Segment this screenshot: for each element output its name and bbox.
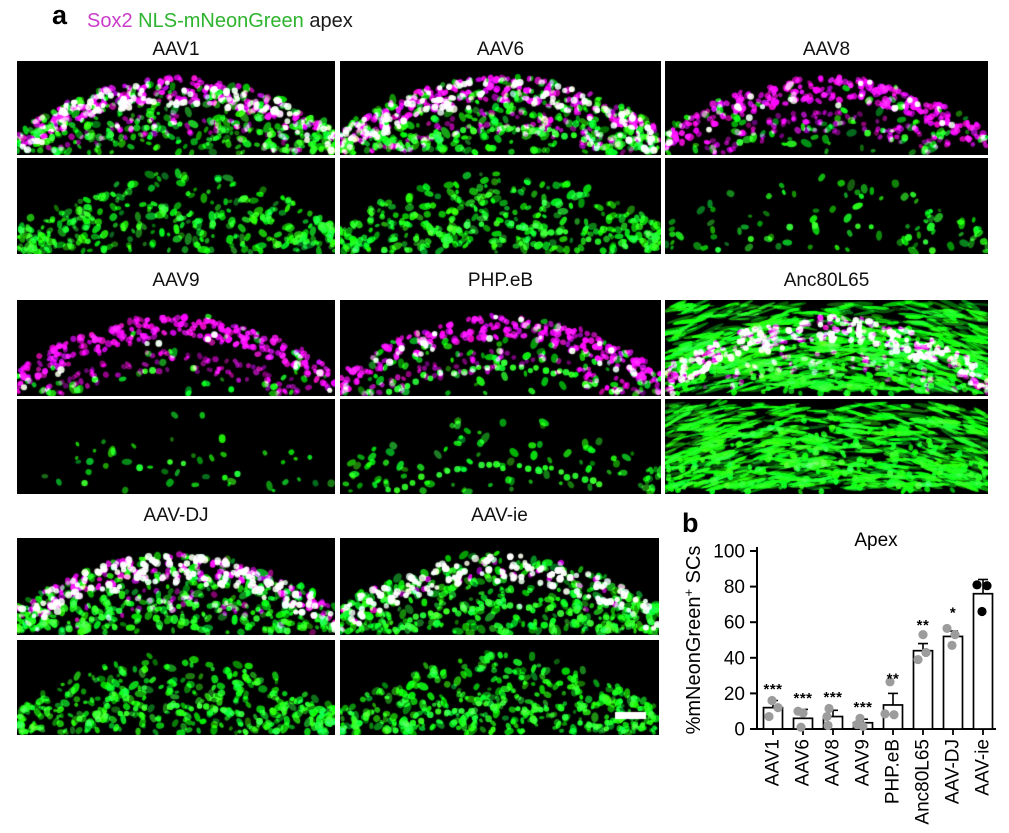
merge-micrograph-aav6	[340, 61, 661, 155]
data-point-AAV-DJ	[942, 623, 952, 634]
green-micrograph-aav8	[665, 158, 988, 254]
y-tick-label: 80	[724, 577, 745, 598]
x-label-AAV6: AAV6	[793, 739, 814, 786]
micrograph-title-aav9: AAV9	[152, 270, 200, 291]
merge-micrograph-aav-ie	[340, 538, 659, 635]
green-micrograph-aav9	[17, 399, 335, 494]
data-point-AAV-DJ	[950, 630, 960, 640]
chart-ylabel: %mNeonGreen+ SCs	[684, 546, 705, 735]
data-point-AAV-DJ	[947, 640, 957, 650]
green-micrograph-anc80l65	[665, 399, 988, 494]
micrograph-title-php-eb: PHP.eB	[467, 270, 534, 291]
chart-title: Apex	[854, 530, 898, 551]
channel-legend: Sox2 NLS-mNeonGreen apex	[87, 10, 353, 33]
micrograph-title-aav8: AAV8	[802, 39, 851, 60]
merge-micrograph-aav9	[17, 300, 335, 396]
green-micrograph-php-eb	[340, 399, 661, 494]
x-label-AAV-DJ: AAV-DJ	[943, 739, 964, 804]
data-point-AAV6	[796, 722, 806, 732]
data-point-AAV6	[798, 708, 808, 718]
panel-b-label: b	[682, 508, 699, 538]
significance-AAV6: ***	[793, 690, 812, 707]
data-point-AAV8	[823, 720, 833, 731]
legend-sox2: Sox2	[87, 10, 133, 32]
legend-reporter: NLS-mNeonGreen	[138, 10, 304, 32]
legend-region: apex	[309, 10, 353, 32]
significance-Anc80L65: **	[917, 617, 930, 634]
data-point-AAV-ie	[972, 580, 982, 590]
green-micrograph-aav-ie	[340, 640, 659, 735]
micrograph-title-aav6: AAV6	[476, 39, 525, 60]
x-label-AAV9: AAV9	[853, 739, 874, 786]
data-point-AAV9	[858, 721, 868, 731]
data-point-PHP.eB	[880, 709, 890, 719]
merge-micrograph-aav1	[17, 61, 335, 155]
y-tick-label: 100	[713, 542, 745, 563]
merge-micrograph-anc80l65	[665, 300, 988, 396]
merge-micrograph-aav-dj	[17, 538, 335, 635]
data-point-PHP.eB	[885, 677, 895, 687]
x-label-AAV-ie: AAV-ie	[973, 739, 994, 796]
x-label-AAV8: AAV8	[823, 739, 844, 786]
y-tick-label: 40	[724, 648, 745, 669]
x-label-Anc80L65: Anc80L65	[913, 739, 934, 825]
green-micrograph-aav1	[17, 158, 335, 254]
data-point-AAV-ie	[977, 606, 987, 617]
micrograph-title-aav-ie: AAV-ie	[471, 505, 528, 526]
panel-a-label: a	[52, 0, 68, 30]
bar-AAV-DJ	[942, 635, 964, 730]
merge-micrograph-aav8	[665, 61, 988, 155]
green-micrograph-aav-dj	[17, 640, 335, 735]
data-point-AAV8	[822, 711, 832, 722]
data-point-Anc80L65	[913, 654, 923, 665]
micrograph-title-anc80l65: Anc80L65	[783, 270, 870, 291]
x-label-AAV1: AAV1	[763, 739, 784, 786]
bar-chart: Apex%mNeonGreen+ SCs020406080100***AAV1*…	[684, 530, 996, 825]
x-label-PHP.eB: PHP.eB	[883, 739, 904, 804]
significance-AAV1: ***	[763, 681, 782, 698]
green-micrograph-aav6	[340, 158, 661, 254]
merge-micrograph-php-eb	[340, 300, 661, 396]
data-point-AAV1	[764, 711, 774, 722]
significance-AAV9: ***	[853, 699, 872, 716]
y-tick-label: 20	[724, 684, 745, 705]
data-point-AAV1	[773, 703, 783, 713]
y-tick-label: 60	[724, 613, 745, 634]
micrograph-title-aav1: AAV1	[152, 39, 200, 60]
significance-PHP.eB: **	[887, 670, 900, 687]
y-tick-label: 0	[734, 720, 745, 741]
significance-AAV8: ***	[823, 689, 842, 706]
data-point-PHP.eB	[889, 710, 899, 720]
data-point-AAV-ie	[982, 581, 992, 591]
data-point-Anc80L65	[921, 647, 931, 658]
data-point-Anc80L65	[918, 630, 928, 640]
data-point-AAV1	[767, 695, 777, 706]
micrograph-title-aav-dj: AAV-DJ	[143, 505, 209, 526]
data-point-AAV8	[824, 703, 834, 714]
significance-AAV-DJ: *	[950, 605, 956, 622]
